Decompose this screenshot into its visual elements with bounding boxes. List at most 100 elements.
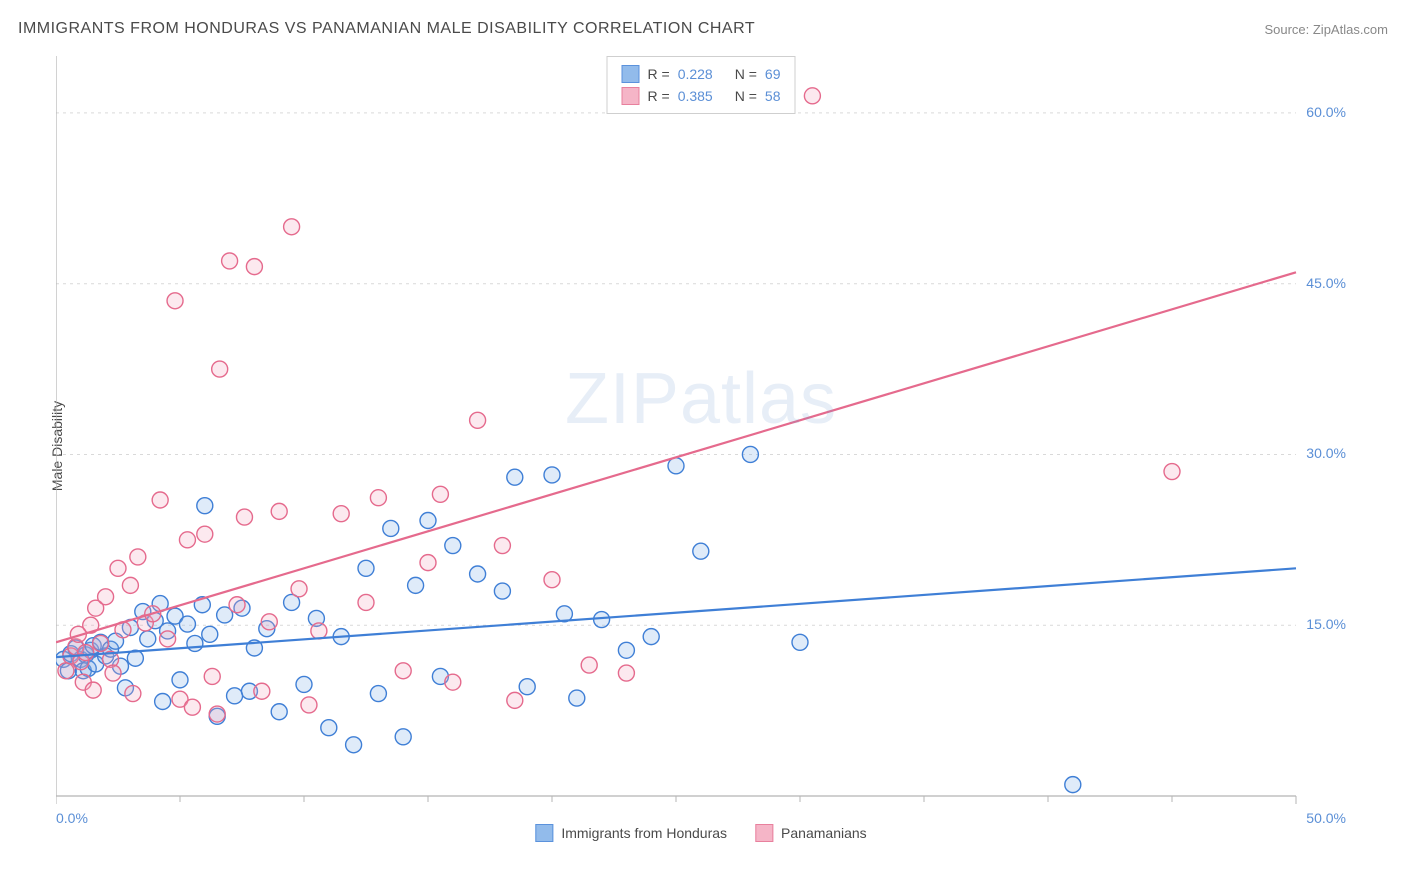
scatter-point — [209, 706, 225, 722]
scatter-point — [284, 219, 300, 235]
scatter-point — [130, 549, 146, 565]
series-legend: Immigrants from Honduras Panamanians — [527, 824, 874, 842]
r-prefix: R = — [648, 63, 670, 85]
source-attribution: Source: ZipAtlas.com — [1264, 22, 1388, 37]
scatter-point — [1065, 777, 1081, 793]
scatter-point — [261, 614, 277, 630]
scatter-point — [643, 629, 659, 645]
chart-title: IMMIGRANTS FROM HONDURAS VS PANAMANIAN M… — [18, 20, 755, 38]
scatter-point — [296, 676, 312, 692]
y-tick-label: 45.0% — [1306, 275, 1346, 291]
y-tick-label: 60.0% — [1306, 104, 1346, 120]
correlation-legend-row-2: R = 0.385 N = 58 — [622, 85, 781, 107]
series-2-label: Panamanians — [781, 825, 867, 841]
correlation-legend-row-1: R = 0.228 N = 69 — [622, 63, 781, 85]
source-name: ZipAtlas.com — [1313, 22, 1388, 37]
scatter-point — [395, 663, 411, 679]
scatter-point — [160, 631, 176, 647]
scatter-point — [569, 690, 585, 706]
scatter-point — [155, 694, 171, 710]
series-1-label: Immigrants from Honduras — [561, 825, 727, 841]
scatter-point — [544, 572, 560, 588]
scatter-point — [58, 663, 74, 679]
scatter-point — [227, 688, 243, 704]
scatter-point — [668, 458, 684, 474]
scatter-point — [122, 577, 138, 593]
scatter-point — [85, 682, 101, 698]
scatter-point — [204, 668, 220, 684]
scatter-point — [1164, 464, 1180, 480]
scatter-plot — [56, 56, 1346, 836]
x-tick-label: 0.0% — [56, 810, 88, 826]
scatter-point — [494, 583, 510, 599]
correlation-legend: R = 0.228 N = 69 R = 0.385 N = 58 — [607, 56, 796, 114]
scatter-point — [358, 594, 374, 610]
scatter-point — [470, 566, 486, 582]
scatter-point — [105, 665, 121, 681]
scatter-point — [311, 623, 327, 639]
scatter-point — [140, 631, 156, 647]
n-value-2: 58 — [765, 85, 781, 107]
scatter-point — [470, 412, 486, 428]
scatter-point — [420, 555, 436, 571]
scatter-point — [202, 626, 218, 642]
scatter-point — [179, 616, 195, 632]
scatter-point — [321, 720, 337, 736]
scatter-point — [370, 686, 386, 702]
scatter-point — [544, 467, 560, 483]
scatter-point — [172, 672, 188, 688]
scatter-point — [246, 259, 262, 275]
x-tick-label: 50.0% — [1306, 810, 1346, 826]
header-bar: IMMIGRANTS FROM HONDURAS VS PANAMANIAN M… — [18, 20, 1388, 38]
y-tick-label: 30.0% — [1306, 445, 1346, 461]
legend-swatch-series-1 — [535, 824, 553, 842]
scatter-point — [301, 697, 317, 713]
scatter-point — [271, 503, 287, 519]
scatter-point — [179, 532, 195, 548]
scatter-point — [618, 642, 634, 658]
scatter-point — [110, 560, 126, 576]
scatter-point — [494, 538, 510, 554]
scatter-point — [212, 361, 228, 377]
scatter-point — [445, 538, 461, 554]
scatter-point — [197, 526, 213, 542]
n-prefix: N = — [735, 63, 757, 85]
series-legend-item-2: Panamanians — [755, 824, 867, 842]
scatter-point — [519, 679, 535, 695]
scatter-point — [618, 665, 634, 681]
scatter-point — [792, 634, 808, 650]
scatter-point — [383, 520, 399, 536]
legend-swatch-series-2 — [622, 87, 640, 105]
scatter-point — [507, 692, 523, 708]
n-prefix: N = — [735, 85, 757, 107]
trend-line — [56, 272, 1296, 642]
scatter-point — [346, 737, 362, 753]
scatter-point — [420, 512, 436, 528]
legend-swatch-series-1 — [622, 65, 640, 83]
scatter-point — [291, 581, 307, 597]
scatter-point — [395, 729, 411, 745]
scatter-point — [271, 704, 287, 720]
scatter-point — [370, 490, 386, 506]
scatter-point — [222, 253, 238, 269]
n-value-1: 69 — [765, 63, 781, 85]
scatter-point — [358, 560, 374, 576]
plot-wrapper: ZIPatlas R = 0.228 N = 69 R = 0.385 N = … — [56, 56, 1346, 836]
scatter-point — [432, 486, 448, 502]
scatter-point — [167, 293, 183, 309]
scatter-point — [197, 498, 213, 514]
scatter-point — [408, 577, 424, 593]
scatter-point — [742, 446, 758, 462]
scatter-point — [804, 88, 820, 104]
scatter-point — [693, 543, 709, 559]
r-value-1: 0.228 — [678, 63, 713, 85]
legend-swatch-series-2 — [755, 824, 773, 842]
scatter-point — [507, 469, 523, 485]
r-prefix: R = — [648, 85, 670, 107]
scatter-point — [78, 645, 94, 661]
scatter-point — [184, 699, 200, 715]
scatter-point — [445, 674, 461, 690]
series-legend-item-1: Immigrants from Honduras — [535, 824, 727, 842]
scatter-point — [229, 597, 245, 613]
r-value-2: 0.385 — [678, 85, 713, 107]
